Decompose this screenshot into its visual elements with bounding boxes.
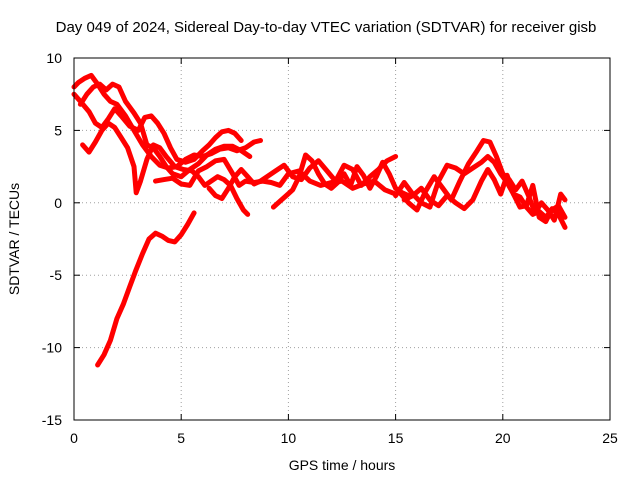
series-track-5 [153,156,399,197]
x-tick-label: 0 [70,430,78,446]
x-tick-label: 15 [388,430,404,446]
x-tick-label: 5 [177,430,185,446]
x-axis-label: GPS time / hours [289,457,396,473]
x-tick-label: 10 [281,430,297,446]
series-track-11 [95,210,197,368]
y-tick-label: -15 [42,412,62,428]
series-track-9 [397,138,568,223]
grid-lines [74,58,610,420]
y-tick-label: 10 [46,50,62,66]
series-track-6 [206,154,399,201]
series-track-10 [401,167,568,230]
y-tick-label: -5 [50,267,63,283]
x-axis-ticks: 0 5 10 15 20 25 [70,58,618,446]
chart-title: Day 049 of 2024, Sidereal Day-to-day VTE… [56,19,597,36]
series-track-4 [80,120,251,217]
y-axis-label: SDTVAR / TECUs [6,183,22,295]
plot-frame [73,57,611,421]
x-tick-label: 25 [602,430,618,446]
series-track-3 [77,81,253,180]
y-axis-ticks: -15 -10 -5 0 5 10 [42,50,610,428]
series-track-7 [270,152,411,210]
x-tick-label: 20 [495,430,511,446]
y-tick-label: 0 [54,195,62,211]
data-series [71,72,568,368]
y-tick-label: 5 [54,122,62,138]
y-tick-label: -10 [42,340,62,356]
